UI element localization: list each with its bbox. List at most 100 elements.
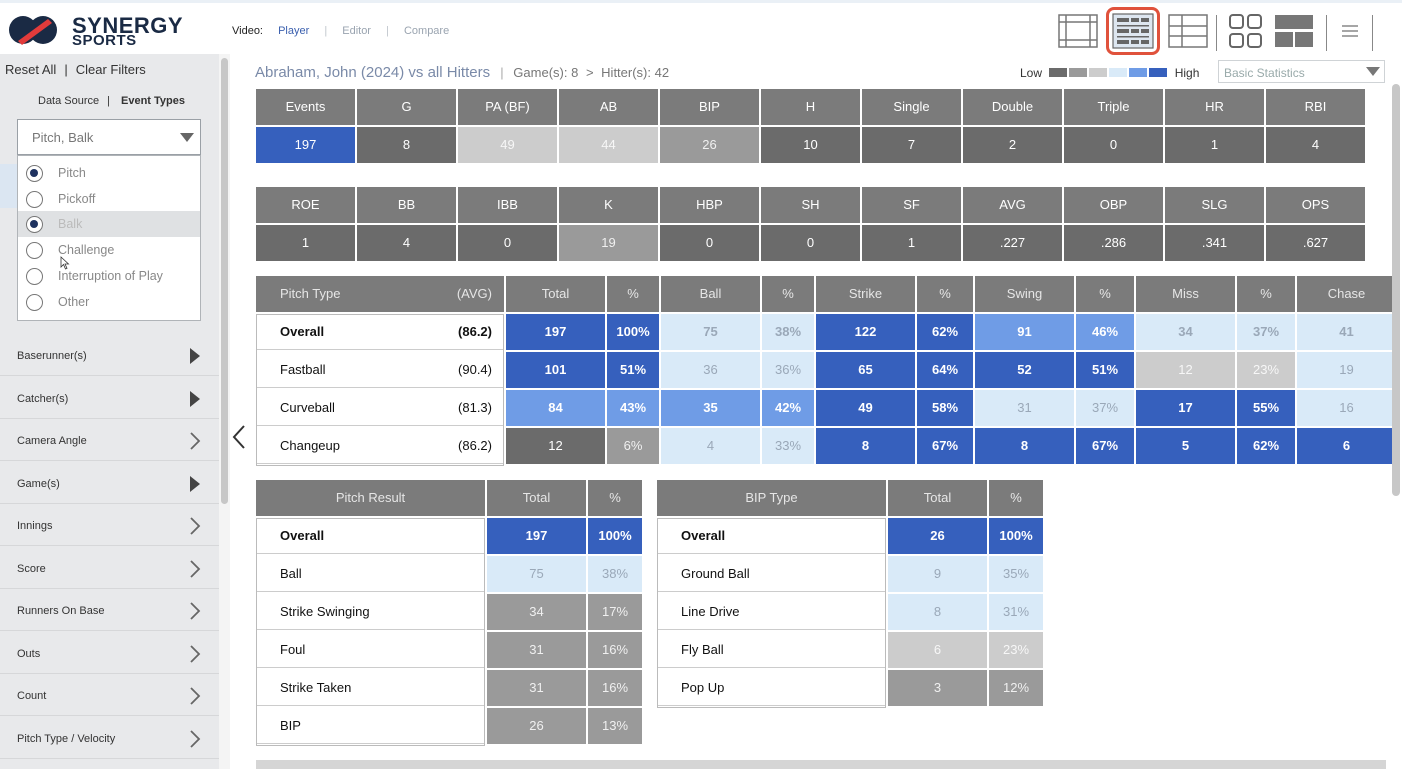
video-link-compare[interactable]: Compare [403, 25, 450, 37]
pitch-type-cell[interactable]: 36% [762, 352, 814, 388]
pitch-type-row-changeup[interactable]: Changeup (86.2) [256, 428, 504, 464]
pitch-type-cell[interactable]: 41 [1297, 314, 1396, 350]
table-cell[interactable]: 197 [487, 518, 586, 554]
pitch-type-cell[interactable]: 46% [1076, 314, 1134, 350]
table-cell[interactable]: 8 [888, 594, 987, 630]
filter-outs[interactable]: Outs [0, 632, 219, 674]
bip-type-table-row-ground-ball[interactable]: Ground Ball [657, 556, 886, 592]
event-option-other[interactable]: Other [18, 289, 200, 315]
filter-baserunner-s-[interactable]: Baserunner(s) [0, 334, 219, 376]
radio-button[interactable] [26, 293, 43, 311]
pitch-result-table-row-bip[interactable]: BIP [256, 708, 485, 744]
table-cell[interactable]: 26 [888, 518, 987, 554]
bip-type-table-row-fly-ball[interactable]: Fly Ball [657, 632, 886, 668]
pitch-type-cell[interactable]: 5 [1136, 428, 1235, 464]
horizontal-scrollbar[interactable] [256, 760, 1386, 769]
pitch-type-cell[interactable]: 101 [506, 352, 605, 388]
pitch-type-cell[interactable]: 64% [917, 352, 973, 388]
pitch-type-cell[interactable]: 4 [661, 428, 760, 464]
table-cell[interactable]: 16% [588, 670, 642, 706]
tab-data-source[interactable]: Data Source [38, 95, 100, 107]
table-cell[interactable]: 35% [989, 556, 1043, 592]
table-cell[interactable]: 12% [989, 670, 1043, 706]
pitch-type-cell[interactable]: 55% [1237, 390, 1295, 426]
pitch-type-cell[interactable]: 42% [762, 390, 814, 426]
reset-all-link[interactable]: Reset All [5, 62, 57, 77]
pitch-type-cell[interactable]: 197 [506, 314, 605, 350]
filter-innings[interactable]: Innings [0, 504, 219, 546]
radio-button[interactable] [26, 216, 43, 234]
pitch-type-cell[interactable]: 65 [816, 352, 915, 388]
pitch-type-cell[interactable]: 12 [1136, 352, 1235, 388]
pitch-type-cell[interactable]: 75 [661, 314, 760, 350]
table-cell[interactable]: 9 [888, 556, 987, 592]
pitch-type-cell[interactable]: 35 [661, 390, 760, 426]
pitch-type-cell[interactable]: 17 [1136, 390, 1235, 426]
panels-view-button[interactable] [1272, 11, 1316, 51]
event-option-challenge[interactable]: Challenge [18, 237, 200, 263]
radio-button[interactable] [26, 165, 43, 182]
event-option-pitch[interactable]: Pitch [18, 160, 200, 186]
table-cell[interactable]: 75 [487, 556, 586, 592]
pitch-type-cell[interactable]: 91 [975, 314, 1074, 350]
pitch-type-cell[interactable]: 43% [607, 390, 659, 426]
table-cell[interactable]: 16% [588, 632, 642, 668]
chevron-left-icon[interactable] [232, 424, 246, 450]
statistics-select[interactable]: Basic Statistics [1218, 60, 1385, 83]
table-cell[interactable]: 31 [487, 632, 586, 668]
tiles-view-button[interactable] [1224, 11, 1268, 51]
pitch-type-cell[interactable]: 37% [1237, 314, 1295, 350]
pitch-type-cell[interactable]: 49 [816, 390, 915, 426]
filter-runners-on-base[interactable]: Runners On Base [0, 589, 219, 631]
stats-grid-view-button[interactable] [1106, 7, 1160, 55]
sidebar-scrollbar-thumb[interactable] [221, 58, 228, 504]
synergy-logo[interactable]: SYNERGY SPORTS [8, 13, 208, 49]
pitch-type-cell[interactable]: 23% [1237, 352, 1295, 388]
clear-filters-link[interactable]: Clear Filters [75, 62, 146, 77]
table-cell[interactable]: 6 [888, 632, 987, 668]
pitch-type-cell[interactable]: 84 [506, 390, 605, 426]
video-link-editor[interactable]: Editor [342, 25, 371, 37]
menu-button[interactable] [1328, 11, 1372, 51]
pitch-result-table-row-ball[interactable]: Ball [256, 556, 485, 592]
bip-type-table-row-pop-up[interactable]: Pop Up [657, 670, 886, 706]
bip-type-table-row-overall[interactable]: Overall [657, 518, 886, 554]
pitch-type-row-curveball[interactable]: Curveball (81.3) [256, 390, 504, 426]
pitch-type-cell[interactable]: 19 [1297, 352, 1396, 388]
table-cell[interactable]: 34 [487, 594, 586, 630]
pitch-type-cell[interactable]: 16 [1297, 390, 1396, 426]
pitch-type-row-overall[interactable]: Overall (86.2) [256, 314, 504, 350]
bip-type-table-row-line-drive[interactable]: Line Drive [657, 594, 886, 630]
pitch-type-cell[interactable]: 122 [816, 314, 915, 350]
pitch-type-cell[interactable]: 100% [607, 314, 659, 350]
video-link-player[interactable]: Player [278, 25, 310, 37]
radio-button[interactable] [26, 190, 43, 208]
radio-button[interactable] [26, 242, 43, 260]
pitch-result-table-row-overall[interactable]: Overall [256, 518, 485, 554]
table-cell[interactable]: 31% [989, 594, 1043, 630]
table-cell[interactable]: 13% [588, 708, 642, 744]
pitch-type-cell[interactable]: 51% [1076, 352, 1134, 388]
pitch-type-cell[interactable]: 31 [975, 390, 1074, 426]
filter-camera-angle[interactable]: Camera Angle [0, 419, 219, 461]
pitch-type-cell[interactable]: 67% [1076, 428, 1134, 464]
pitch-type-cell[interactable]: 52 [975, 352, 1074, 388]
event-option-balk[interactable]: Balk [18, 211, 200, 238]
filter-count[interactable]: Count [0, 674, 219, 716]
pitch-type-cell[interactable]: 51% [607, 352, 659, 388]
pitch-type-cell[interactable]: 38% [762, 314, 814, 350]
pitch-result-table-row-strike-swinging[interactable]: Strike Swinging [256, 594, 485, 630]
main-scrollbar[interactable] [1390, 84, 1402, 769]
pitch-type-cell[interactable]: 67% [917, 428, 973, 464]
pitch-result-table-row-strike-taken[interactable]: Strike Taken [256, 670, 485, 706]
sidebar-scrollbar[interactable] [219, 54, 230, 769]
tab-event-types[interactable]: Event Types [121, 95, 185, 107]
table-cell[interactable]: 31 [487, 670, 586, 706]
pitch-type-cell[interactable]: 37% [1076, 390, 1134, 426]
pitch-type-cell[interactable]: 6 [1297, 428, 1396, 464]
filter-score[interactable]: Score [0, 547, 219, 589]
table-cell[interactable]: 100% [989, 518, 1043, 554]
pitch-type-cell[interactable]: 8 [975, 428, 1074, 464]
pitch-type-cell[interactable]: 34 [1136, 314, 1235, 350]
radio-button[interactable] [26, 267, 43, 285]
